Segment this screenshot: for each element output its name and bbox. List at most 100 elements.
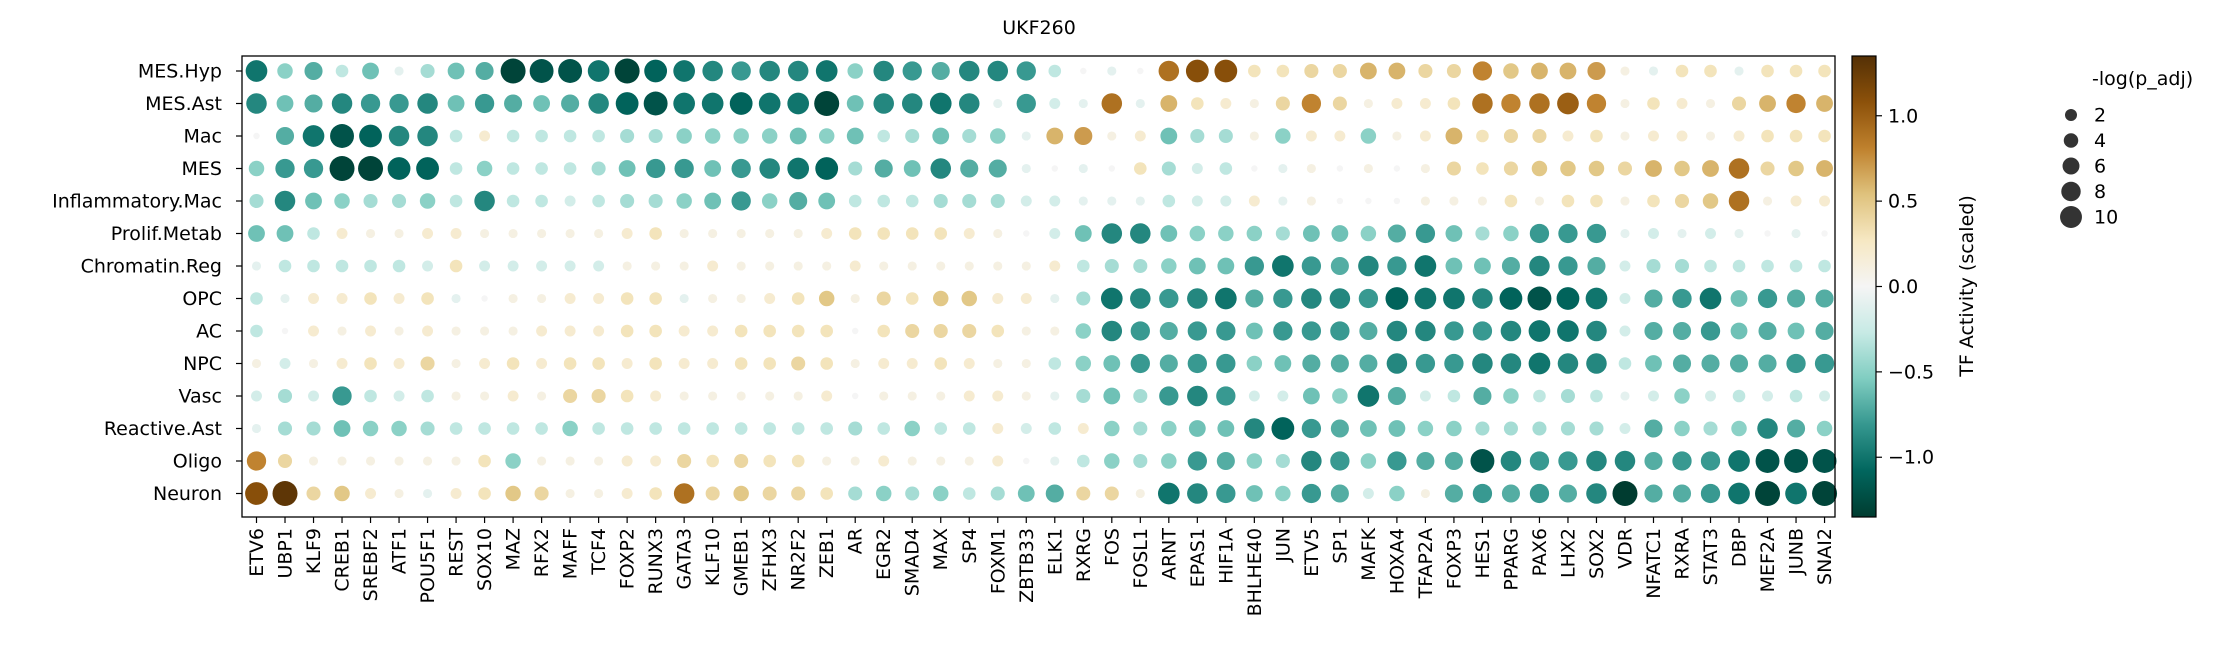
dot: [1558, 256, 1578, 276]
dot: [736, 261, 746, 271]
dot: [564, 325, 576, 337]
dot: [1277, 390, 1289, 402]
dot: [1135, 196, 1145, 206]
dot: [708, 293, 718, 304]
dot: [1474, 257, 1491, 275]
dot: [1447, 389, 1461, 403]
dot: [478, 487, 491, 500]
dot: [789, 127, 807, 145]
dot: [1586, 223, 1607, 244]
dots: [245, 58, 1838, 506]
dot: [820, 357, 833, 370]
dot: [1588, 160, 1605, 177]
dot: [335, 259, 349, 273]
dot: [1251, 165, 1258, 172]
dot: [1330, 321, 1350, 341]
dot: [1080, 67, 1087, 75]
dot: [1159, 288, 1179, 309]
row-label: OPC: [182, 288, 222, 310]
dot: [1074, 225, 1092, 242]
dot: [422, 325, 434, 337]
dot: [1137, 67, 1144, 75]
dot: [250, 292, 263, 305]
dot: [1104, 486, 1119, 501]
dot: [421, 292, 434, 305]
column-label: GMEB1: [731, 528, 753, 596]
dot: [1017, 485, 1035, 502]
dot: [1472, 288, 1493, 309]
dot: [1758, 321, 1777, 341]
dot: [1821, 230, 1828, 237]
dot: [963, 358, 975, 369]
dot: [253, 132, 260, 140]
dot: [679, 293, 689, 304]
dot: [1531, 160, 1548, 177]
size-legend-dot: [2062, 157, 2080, 175]
dot: [1815, 321, 1834, 341]
dot: [1819, 390, 1831, 402]
dot: [990, 193, 1005, 209]
dot: [591, 388, 606, 404]
dot: [1363, 98, 1373, 109]
dot: [818, 128, 835, 144]
dot: [1818, 64, 1831, 78]
dot: [905, 323, 920, 339]
dot: [1101, 223, 1123, 244]
dot: [963, 390, 975, 402]
dot: [420, 63, 435, 79]
dot: [1731, 420, 1747, 437]
dot: [1359, 62, 1377, 80]
dot: [1618, 357, 1632, 370]
dot: [934, 227, 948, 240]
dot: [592, 357, 605, 370]
dot: [251, 261, 262, 271]
dot: [1672, 321, 1692, 341]
dot: [734, 422, 748, 435]
column-label: HIF1A: [1215, 528, 1237, 584]
dot: [1444, 484, 1463, 503]
dot: [787, 157, 810, 180]
dot: [1386, 353, 1408, 374]
column-label: VDR: [1614, 528, 1636, 569]
dot: [480, 228, 490, 239]
dot: [708, 228, 718, 239]
dot: [1365, 197, 1372, 205]
dot: [1078, 163, 1088, 174]
dot: [931, 61, 950, 81]
dot: [1419, 98, 1431, 109]
dot: [587, 60, 610, 82]
dot: [1614, 450, 1636, 472]
dot: [852, 327, 859, 335]
dot: [1021, 326, 1031, 336]
dot: [535, 129, 548, 143]
dot: [905, 227, 919, 240]
colorbar: −1.0 −0.5 0.0 0.5 1.0 TF Activity (scaled): [1851, 55, 1978, 518]
dot: [1100, 287, 1123, 310]
row-label: Inflammatory.Mac: [52, 191, 222, 213]
dot: [992, 293, 1004, 304]
dot: [905, 292, 919, 305]
dot: [1188, 257, 1206, 275]
dot: [793, 261, 803, 271]
dot: [1385, 287, 1409, 310]
dot: [674, 158, 694, 179]
dot: [905, 486, 920, 501]
dot: [1101, 93, 1123, 114]
dot: [304, 61, 323, 81]
dot: [563, 357, 577, 370]
dot: [364, 357, 377, 370]
dot: [1187, 483, 1208, 504]
dot: [1357, 385, 1380, 407]
size-legend-dot: [2063, 133, 2079, 148]
dot: [929, 92, 952, 115]
dot: [535, 422, 548, 435]
dot: [1161, 420, 1177, 437]
dot: [481, 295, 488, 302]
dot: [420, 356, 435, 371]
dot: [419, 193, 436, 209]
dot: [1306, 196, 1316, 206]
dot: [1103, 387, 1121, 405]
dot: [679, 391, 689, 401]
dot: [1216, 321, 1236, 341]
dot: [1273, 288, 1293, 309]
